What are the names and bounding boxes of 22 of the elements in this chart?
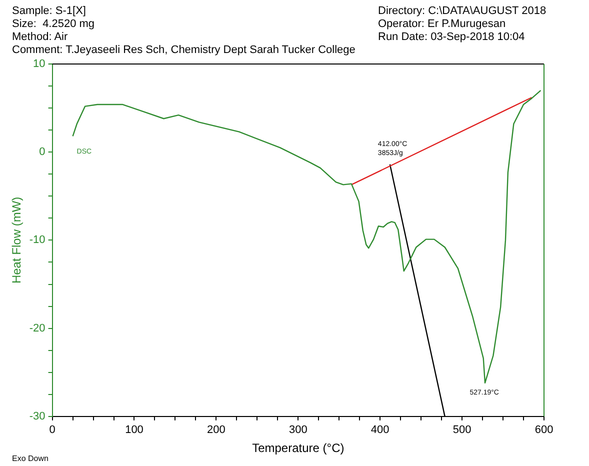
text: Directory: C:\DATA\AUGUST 2018 xyxy=(378,5,546,18)
x-tick-label: 500 xyxy=(452,424,472,436)
x-tick-label: 200 xyxy=(207,424,226,436)
y-tick-label: -30 xyxy=(29,410,46,422)
text: Exo Down xyxy=(12,453,48,465)
y-axis-title: Heat Flow (mW) xyxy=(10,196,24,284)
text: Run Date: 03-Sep-2018 10:04 xyxy=(378,31,526,44)
x-tick-label: 0 xyxy=(49,424,56,436)
x-tick-label: 300 xyxy=(288,424,308,436)
y-tick-label: 0 xyxy=(39,146,46,158)
text: Method: Air xyxy=(12,31,69,44)
text: Size: 4.2520 mg xyxy=(12,18,96,31)
y-tick-label: 10 xyxy=(33,58,46,70)
y-tick-label: -10 xyxy=(29,234,46,246)
x-axis-title: Temperature (°C) xyxy=(252,441,344,456)
text: Comment: T.Jeyaseeli Res Sch, Chemistry Dept Sarah Tucker College xyxy=(12,44,356,57)
text: Operator: Er P.Murugesan xyxy=(378,18,507,31)
x-tick-label: 600 xyxy=(534,424,554,436)
x-tick-label: 100 xyxy=(125,424,144,436)
x-tick-label: 400 xyxy=(370,424,390,436)
y-tick-label: -20 xyxy=(29,322,46,334)
text: Sample: S-1[X] xyxy=(12,5,87,18)
